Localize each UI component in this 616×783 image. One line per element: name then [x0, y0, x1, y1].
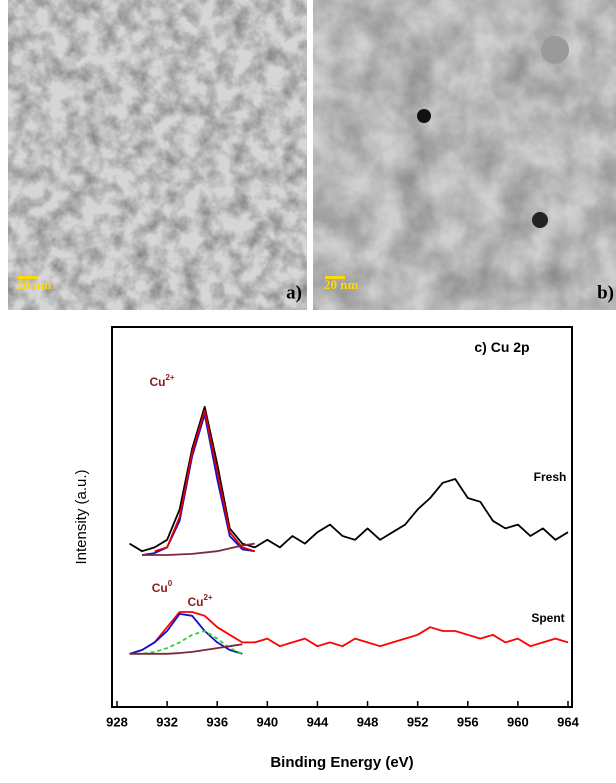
- image-b: 20 nm b): [313, 0, 616, 310]
- annotation-sup: 2+: [165, 373, 174, 382]
- x-axis-label: Binding Energy (eV): [270, 754, 413, 771]
- annotation: Cu2+: [149, 373, 174, 389]
- scale-bar: [18, 276, 38, 279]
- annotation-text: c) Cu 2p: [474, 339, 529, 355]
- x-tick-label: 932: [156, 714, 178, 729]
- spectrum-line: [142, 542, 255, 556]
- annotation: Fresh: [534, 470, 567, 484]
- particle: [532, 212, 548, 228]
- annotation: c) Cu 2p: [474, 339, 529, 355]
- scale-label: 20 nm: [324, 277, 358, 292]
- spectrum-line: [129, 405, 569, 553]
- annotation: Cu2+: [187, 593, 212, 609]
- spectrum-line: [141, 413, 255, 556]
- x-tick-label: 928: [106, 714, 128, 729]
- particle: [541, 36, 569, 64]
- spectrum-line: [129, 613, 243, 655]
- x-tick-label: 964: [557, 714, 579, 729]
- scale-label: 20 nm: [17, 277, 51, 292]
- panel-label: b): [597, 282, 614, 303]
- scale-bar: [325, 276, 345, 279]
- x-tick-label: 944: [307, 714, 329, 729]
- x-tick-label: 956: [457, 714, 479, 729]
- tem-texture: [8, 0, 307, 310]
- x-tick-label: 952: [407, 714, 429, 729]
- annotation-text: Cu: [149, 375, 165, 389]
- spectrum-line: [129, 630, 243, 655]
- panel-label: a): [286, 282, 302, 303]
- annotation-text: Cu: [187, 595, 203, 609]
- x-tick-label: 960: [507, 714, 529, 729]
- y-axis-label: Intensity (a.u.): [73, 469, 90, 564]
- annotation-sup: 2+: [203, 593, 212, 602]
- annotation-sup: 0: [168, 579, 173, 588]
- annotation-text: Cu: [152, 581, 168, 595]
- annotation: Cu0: [152, 579, 173, 595]
- particle: [417, 109, 431, 123]
- spectrum-line: [154, 409, 256, 553]
- x-tick-label: 940: [256, 714, 278, 729]
- spectrum-line: [129, 611, 569, 655]
- annotation: Spent: [531, 611, 564, 625]
- spectrum-line: [129, 643, 243, 655]
- tem-texture: [313, 0, 616, 310]
- annotation-text: Fresh: [534, 470, 567, 484]
- annotation-text: Spent: [531, 611, 564, 625]
- x-tick-label: 948: [357, 714, 379, 729]
- image-a: 20 nm a): [8, 0, 307, 310]
- x-tick-label: 936: [206, 714, 228, 729]
- plot-frame: [111, 326, 573, 708]
